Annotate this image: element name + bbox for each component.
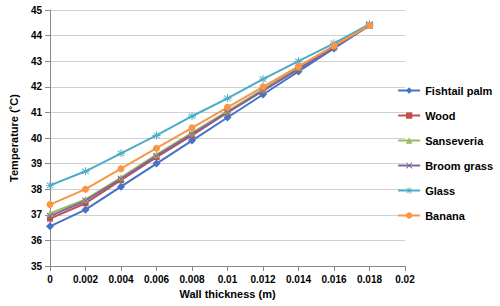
svg-text:43: 43 [31, 56, 43, 67]
svg-text:Temperature (˚C): Temperature (˚C) [8, 94, 20, 182]
svg-text:0.014: 0.014 [286, 274, 311, 285]
svg-text:0.008: 0.008 [179, 274, 204, 285]
svg-text:Glass: Glass [425, 185, 455, 197]
svg-text:0: 0 [47, 274, 53, 285]
svg-text:Banana: Banana [425, 210, 466, 222]
svg-text:37: 37 [31, 209, 43, 220]
svg-text:Wood: Wood [425, 110, 455, 122]
svg-text:42: 42 [31, 81, 43, 92]
svg-text:35: 35 [31, 261, 43, 272]
svg-text:Fishtail palm: Fishtail palm [425, 85, 492, 97]
svg-text:40: 40 [31, 133, 43, 144]
svg-text:39: 39 [31, 158, 43, 169]
svg-text:44: 44 [31, 30, 43, 41]
svg-text:41: 41 [31, 107, 43, 118]
svg-text:0.012: 0.012 [250, 274, 275, 285]
svg-text:0.016: 0.016 [321, 274, 346, 285]
svg-text:0.01: 0.01 [218, 274, 238, 285]
svg-text:0.004: 0.004 [108, 274, 133, 285]
svg-text:Sanseveria: Sanseveria [425, 135, 484, 147]
svg-text:0.02: 0.02 [395, 274, 415, 285]
svg-text:Broom grass: Broom grass [425, 160, 493, 172]
svg-text:0.018: 0.018 [357, 274, 382, 285]
svg-text:0.006: 0.006 [144, 274, 169, 285]
svg-text:36: 36 [31, 235, 43, 246]
svg-text:45: 45 [31, 5, 43, 16]
svg-text:0.002: 0.002 [73, 274, 98, 285]
svg-text:38: 38 [31, 184, 43, 195]
svg-text:Wall thickness (m): Wall thickness (m) [179, 288, 276, 300]
